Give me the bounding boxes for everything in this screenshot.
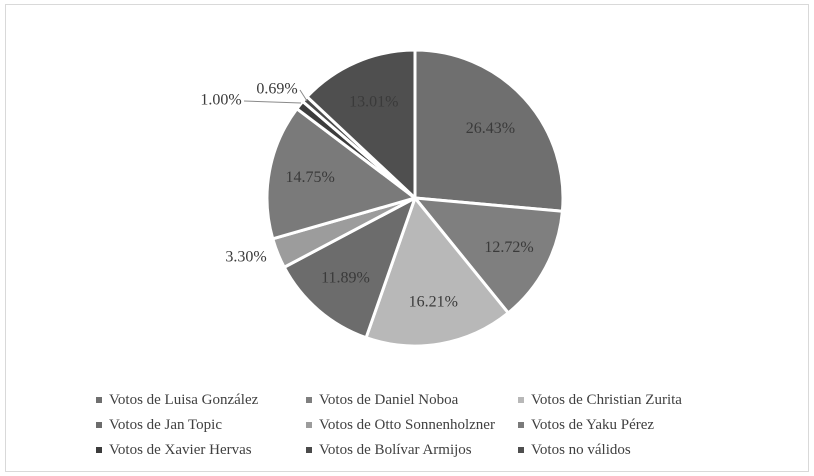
data-label-votos-no-validos: 13.01% <box>349 94 398 111</box>
leader-line-votos-de-bolivar-armijos <box>299 89 308 102</box>
data-label-votos-de-christian-zurita: 16.21% <box>409 294 458 311</box>
legend-label: Votos de Daniel Noboa <box>319 391 459 408</box>
legend-item-xavier-hervas[interactable]: Votos de Xavier Hervas <box>96 441 306 459</box>
chart-legend: Votos de Luisa González Votos de Daniel … <box>96 391 736 459</box>
legend-swatch <box>518 397 524 403</box>
legend-item-daniel-noboa[interactable]: Votos de Daniel Noboa <box>306 391 518 409</box>
legend-label: Votos de Bolívar Armijos <box>319 441 472 458</box>
legend-swatch <box>96 397 102 403</box>
legend-label: Votos de Jan Topic <box>109 416 222 433</box>
data-label-votos-de-daniel-noboa: 12.72% <box>484 239 533 256</box>
data-label-votos-de-jan-topic: 11.89% <box>321 269 370 286</box>
legend-swatch <box>306 397 312 403</box>
legend-item-bolivar-armijos[interactable]: Votos de Bolívar Armijos <box>306 441 518 459</box>
legend-label: Votos de Christian Zurita <box>531 391 682 408</box>
data-label-votos-de-otto-sonnenholzner: 3.30% <box>225 249 266 266</box>
pie-slice-votos-de-jan-topic[interactable] <box>282 196 417 340</box>
legend-swatch <box>518 447 524 453</box>
legend-label: Votos de Yaku Pérez <box>531 416 655 433</box>
legend-item-otto-sonnenholzner[interactable]: Votos de Otto Sonnenholzner <box>306 416 518 434</box>
pie-slice-votos-de-christian-zurita[interactable] <box>364 196 510 348</box>
legend-swatch <box>96 447 102 453</box>
pie-slice-votos-de-yaku-perez[interactable] <box>265 107 417 241</box>
legend-item-votos-no-validos[interactable]: Votos no válidos <box>518 441 736 459</box>
legend-label: Votos de Otto Sonnenholzner <box>319 416 495 433</box>
legend-swatch <box>518 422 524 428</box>
pie-slice-votos-de-luisa-gonzalez[interactable] <box>413 48 565 213</box>
data-label-votos-de-luisa-gonzalez: 26.43% <box>466 120 515 137</box>
data-label-votos-de-yaku-perez: 14.75% <box>286 169 335 186</box>
pie-slice-votos-de-daniel-noboa[interactable] <box>413 196 564 315</box>
legend-swatch <box>306 447 312 453</box>
legend-label: Votos de Xavier Hervas <box>109 441 252 458</box>
legend-item-jan-topic[interactable]: Votos de Jan Topic <box>96 416 306 434</box>
leader-line-votos-de-xavier-hervas <box>243 100 302 104</box>
legend-label: Votos de Luisa González <box>109 391 259 408</box>
data-label-votos-de-bolivar-armijos: 0.69% <box>256 81 297 98</box>
pie-slice-votos-no-validos[interactable] <box>305 48 417 200</box>
data-label-votos-de-xavier-hervas: 1.00% <box>200 92 241 109</box>
legend-label: Votos no válidos <box>531 441 631 458</box>
legend-swatch <box>306 422 312 428</box>
legend-item-luisa-gonzalez[interactable]: Votos de Luisa González <box>96 391 306 409</box>
legend-item-christian-zurita[interactable]: Votos de Christian Zurita <box>518 391 736 409</box>
legend-item-yaku-perez[interactable]: Votos de Yaku Pérez <box>518 416 736 434</box>
legend-swatch <box>96 422 102 428</box>
